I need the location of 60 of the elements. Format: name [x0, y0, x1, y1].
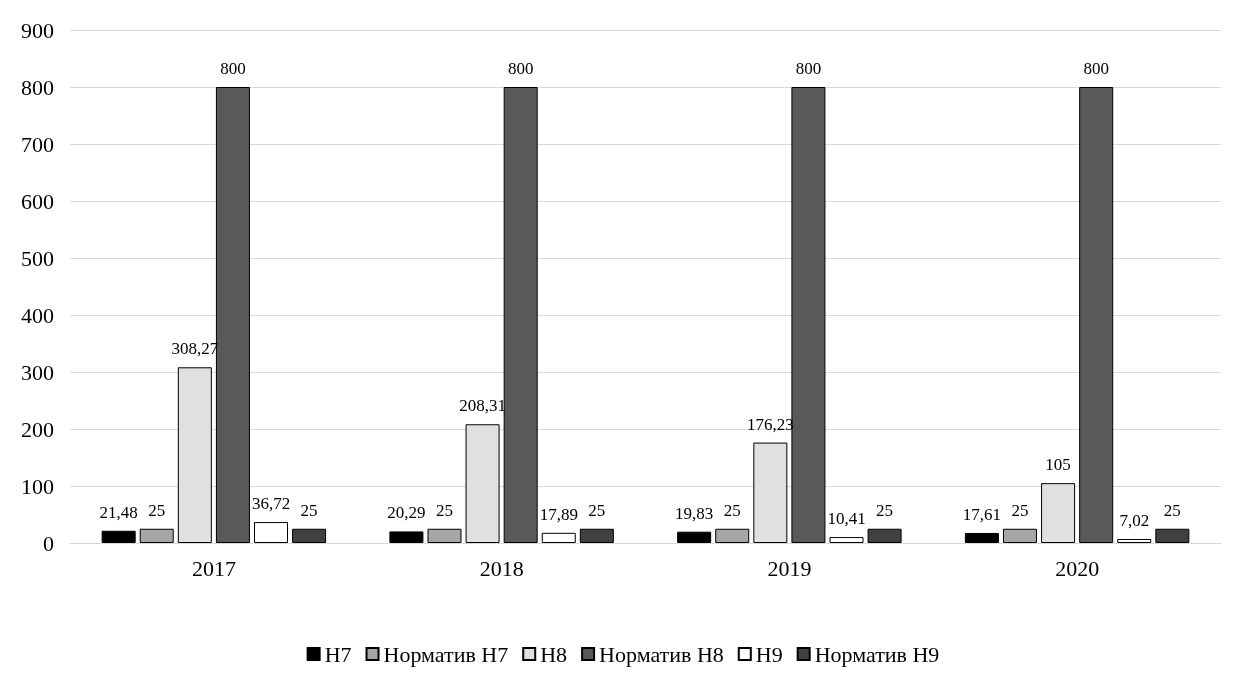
bar: [964, 532, 999, 543]
x-tick-label: 2017: [191, 555, 236, 581]
bar: [1155, 528, 1190, 543]
y-tick-label: 400: [21, 302, 54, 328]
legend-label: Н7: [324, 641, 352, 667]
bar: [677, 531, 712, 543]
x-tick-label: 2020: [1055, 555, 1100, 581]
data-label: 25: [723, 500, 741, 520]
y-tick-label: 0: [43, 530, 54, 556]
data-label: 17,61: [962, 504, 1002, 524]
y-tick-label: 300: [21, 359, 54, 385]
y-tick-label: 600: [21, 188, 54, 214]
y-tick-label: 900: [21, 17, 54, 43]
y-tick-label: 800: [21, 74, 54, 100]
bar: [427, 528, 462, 543]
legend-label: Норматив Н9: [814, 641, 940, 667]
bar: [292, 528, 327, 543]
bar: [867, 528, 902, 543]
legend-label: Н8: [540, 641, 568, 667]
data-label: 800: [1083, 59, 1109, 78]
bar: [579, 528, 614, 543]
data-label: 105: [1045, 455, 1071, 475]
data-label: 25: [1163, 500, 1181, 520]
data-label: 800: [507, 59, 534, 78]
y-tick-label: 700: [21, 131, 54, 157]
bar: [541, 532, 576, 543]
data-label: 25: [1011, 500, 1029, 520]
data-label: 25: [435, 500, 453, 520]
bar: [1117, 539, 1152, 543]
data-label: 10,41: [827, 509, 866, 529]
x-tick-label: 2019: [767, 555, 812, 581]
bar: [139, 528, 174, 543]
data-label: 7,02: [1119, 511, 1150, 530]
bar: [791, 87, 826, 543]
legend-label: Н9: [755, 641, 783, 667]
data-label: 800: [795, 59, 822, 78]
bar: [715, 528, 750, 543]
bar: [101, 530, 136, 543]
bar: [1079, 87, 1114, 543]
y-tick-label: 200: [21, 416, 54, 442]
x-tick-label: 2018: [479, 555, 524, 581]
legend-label: Норматив Н8: [599, 641, 724, 667]
data-label: 17,89: [539, 504, 578, 524]
data-label: 21,48: [99, 502, 138, 522]
data-label: 25: [148, 500, 166, 520]
data-label: 36,72: [251, 494, 291, 514]
bar: [254, 522, 289, 543]
y-tick-label: 500: [21, 245, 54, 271]
data-label: 25: [876, 500, 894, 520]
bar: [389, 531, 424, 543]
data-label: 800: [220, 59, 246, 78]
data-label: 19,83: [675, 503, 714, 523]
y-tick-label: 100: [21, 473, 54, 499]
data-label: 25: [300, 500, 318, 520]
bar: [503, 87, 538, 543]
bar: [829, 537, 864, 543]
data-label: 20,29: [387, 503, 426, 523]
legend-label: Норматив Н7: [383, 641, 509, 667]
bar: [1002, 528, 1037, 543]
data-label: 25: [588, 500, 606, 520]
